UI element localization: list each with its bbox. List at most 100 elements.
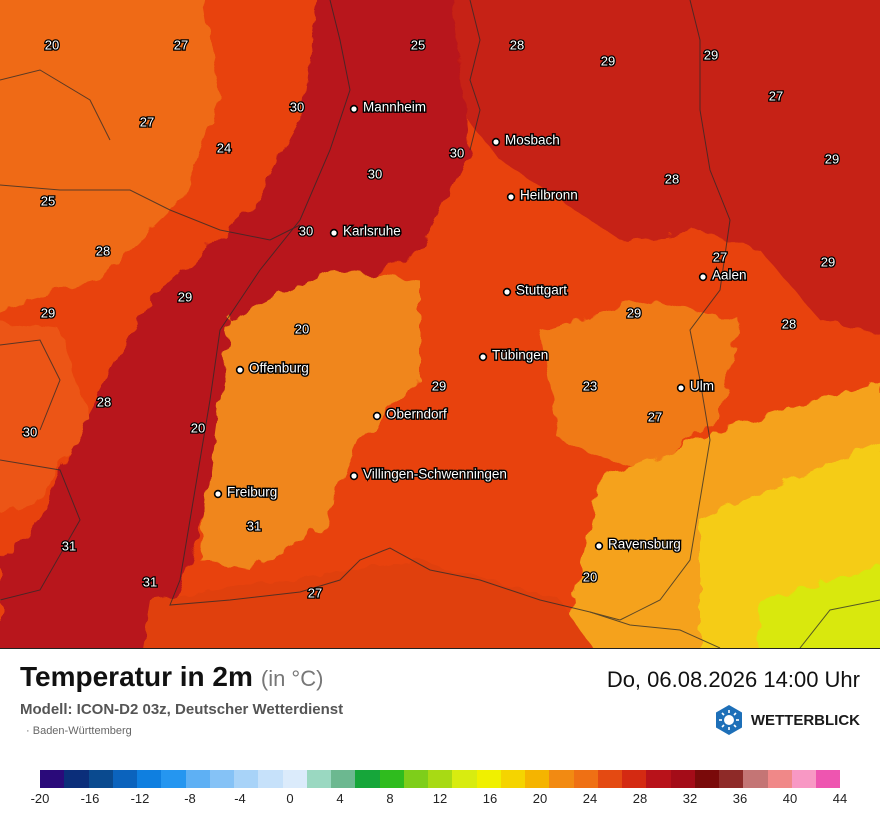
color-scale-tick: 28	[632, 791, 648, 806]
color-scale-tick: -12	[130, 791, 150, 806]
color-scale-step	[355, 770, 380, 788]
temperature-value: 31	[143, 574, 157, 589]
color-scale-step	[331, 770, 356, 788]
map-zone-alb	[540, 300, 740, 470]
map-zone-northwest	[0, 0, 220, 312]
temperature-map[interactable]: 20 27 25 28 29 29 30 27 24 30 30 29 27 28 30 25 28 29 29 27…	[0, 0, 880, 649]
temperature-value: 20	[583, 569, 597, 584]
map-zone-south	[142, 560, 592, 648]
city-name: Ulm	[690, 379, 714, 394]
border-pfalz	[0, 184, 301, 241]
color-scale-step	[403, 770, 428, 788]
city-name: Mosbach	[505, 133, 560, 148]
color-scale-step	[476, 770, 501, 788]
city-name: Ravensburg	[608, 537, 681, 552]
color-scale-tick: -4	[234, 791, 246, 806]
temperature-value: 31	[62, 538, 76, 553]
temperature-value: 29	[601, 53, 615, 68]
temperature-value: 27	[713, 249, 727, 264]
temperature-value: 20	[295, 321, 309, 336]
color-scale-step	[597, 770, 622, 788]
city-marker[interactable]: Ulm	[676, 377, 715, 395]
city-dot	[349, 104, 359, 114]
color-scale-tick: 20	[532, 791, 548, 806]
temperature-value: 28	[96, 243, 110, 258]
temperature-value: 27	[648, 409, 662, 424]
city-dot	[698, 272, 708, 282]
color-scale-step	[209, 770, 234, 788]
city-name: Tübingen	[492, 348, 548, 363]
city-dot	[349, 471, 359, 481]
brand-name: WETTERBLICK	[750, 711, 860, 729]
color-scale-tick: 16	[482, 791, 498, 806]
temperature-value: 28	[665, 171, 679, 186]
city-name: Freiburg	[227, 485, 277, 500]
border-austria	[799, 599, 880, 648]
city-marker[interactable]: Ravensburg	[594, 535, 682, 553]
temperature-value: 27	[174, 37, 188, 52]
city-marker[interactable]: Mannheim	[349, 98, 427, 116]
city-marker[interactable]: Mosbach	[491, 131, 561, 149]
color-scale-step	[646, 770, 671, 788]
color-scale-step	[64, 770, 89, 788]
map-footer: Temperatur in 2m (in °C) Do, 06.08.2026 1…	[0, 649, 880, 830]
wetterblick-icon	[715, 705, 742, 735]
temperature-value: 28	[510, 37, 524, 52]
city-name: Villingen-Schwenningen	[363, 467, 507, 482]
city-marker[interactable]: Oberndorf	[372, 405, 448, 423]
color-scale-step	[622, 770, 647, 788]
city-dot	[372, 411, 382, 421]
color-scale-step	[525, 770, 550, 788]
city-marker[interactable]: Freiburg	[213, 483, 279, 501]
temperature-value: 29	[178, 289, 192, 304]
border-france	[0, 339, 61, 431]
city-name: Heilbronn	[520, 188, 578, 203]
temperature-value: 30	[368, 166, 382, 181]
color-scale-step	[500, 770, 525, 788]
city-marker[interactable]: Villingen-Schwenningen	[349, 465, 508, 483]
temperature-value: 29	[41, 305, 55, 320]
city-dot	[213, 489, 223, 499]
temperature-value: 20	[191, 420, 205, 435]
city-marker[interactable]: Heilbronn	[506, 186, 579, 204]
temperature-value: 29	[825, 151, 839, 166]
city-marker[interactable]: Aalen	[698, 266, 748, 284]
color-scale-tick: 32	[682, 791, 698, 806]
city-marker[interactable]: Offenburg	[235, 359, 310, 377]
border-west	[169, 0, 621, 621]
color-scale-tick: 36	[732, 791, 748, 806]
model-info: Modell: ICON-D2 03z, Deutscher Wetterdie…	[20, 701, 344, 718]
color-scale-tick: 44	[832, 791, 848, 806]
border-north	[469, 0, 481, 151]
temperature-value: 28	[97, 394, 111, 409]
city-dot	[594, 541, 604, 551]
title-block: Temperatur in 2m (in °C)	[20, 661, 323, 693]
temperature-value: 30	[23, 424, 37, 439]
city-marker[interactable]: Karlsruhe	[329, 222, 402, 240]
map-zone-alps	[760, 565, 880, 648]
city-dot	[676, 383, 686, 393]
color-scale-step	[234, 770, 259, 788]
temperature-value: 29	[821, 254, 835, 269]
color-scale-tick: 4	[336, 791, 344, 806]
color-scale-step	[379, 770, 404, 788]
city-marker[interactable]: Tübingen	[478, 346, 550, 364]
city-dot	[235, 365, 245, 375]
temperature-value: 25	[41, 193, 55, 208]
city-name: Stuttgart	[516, 283, 567, 298]
city-dot	[329, 228, 339, 238]
temperature-value: 23	[583, 378, 597, 393]
city-name: Offenburg	[249, 361, 309, 376]
color-scale-step	[112, 770, 137, 788]
color-scale-step	[137, 770, 162, 788]
color-scale-tick: 0	[286, 791, 294, 806]
color-scale-step	[258, 770, 283, 788]
color-scale-step	[743, 770, 768, 788]
brand-logo[interactable]: WETTERBLICK	[713, 703, 860, 737]
border-nw	[0, 69, 111, 141]
map-zone-blackforest	[200, 270, 420, 570]
color-scale-step	[428, 770, 453, 788]
temperature-value: 24	[217, 140, 231, 155]
city-marker[interactable]: Stuttgart	[502, 281, 569, 299]
color-scale-step	[549, 770, 574, 788]
